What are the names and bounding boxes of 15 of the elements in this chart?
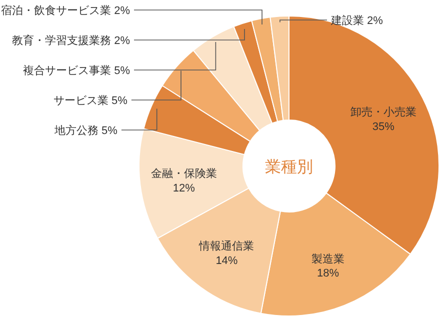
slice-label: 情報通信業 — [198, 240, 254, 253]
slice-label: 建設業 2% — [330, 14, 384, 27]
slice-label: 製造業 — [312, 252, 345, 266]
slice-label: 金融・保険業 — [150, 168, 217, 180]
slice-label: 教育・学習支援業務 2% — [12, 34, 130, 47]
text: 業種別 — [265, 158, 313, 176]
slice-label: 地方公務 5% — [53, 124, 118, 137]
data-label: 14% — [216, 254, 238, 267]
slice-label: 卸売・小売業 — [350, 106, 416, 119]
slice-label: 宿泊・飲食サービス業 2% — [1, 4, 130, 17]
data-label: 12% — [172, 182, 196, 194]
data-label: 35% — [372, 120, 395, 133]
slice-label: サービス業 5% — [53, 95, 128, 107]
data-label: 18% — [317, 268, 340, 280]
slice-label: 複合サービス事業 5% — [23, 64, 130, 77]
